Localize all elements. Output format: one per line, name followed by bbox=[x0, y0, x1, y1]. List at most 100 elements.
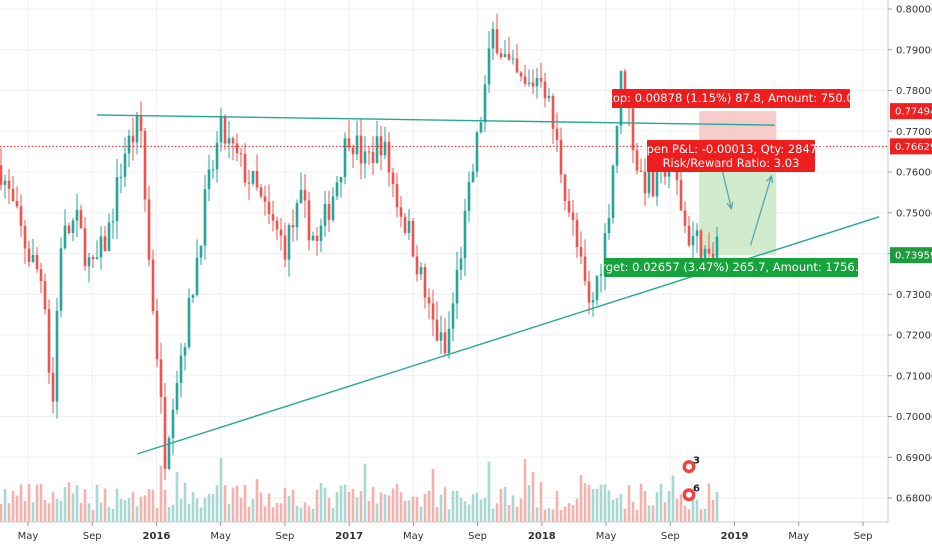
candle-body bbox=[355, 135, 359, 155]
candle-body bbox=[215, 142, 219, 170]
candle-body bbox=[3, 180, 7, 185]
candle-body bbox=[183, 347, 187, 356]
volume-bar bbox=[655, 492, 659, 522]
candle-body bbox=[39, 269, 43, 281]
candle-body bbox=[603, 233, 607, 275]
candle-body bbox=[691, 236, 695, 246]
candle-body bbox=[239, 153, 243, 155]
candle-body bbox=[535, 77, 539, 87]
candle-body bbox=[191, 295, 195, 298]
stop-label-bg bbox=[612, 89, 850, 108]
volume-bar bbox=[319, 482, 323, 522]
volume-bar bbox=[47, 503, 51, 522]
volume-bar bbox=[583, 483, 587, 522]
volume-bar bbox=[23, 500, 27, 522]
candle-body bbox=[307, 200, 311, 241]
candle-body bbox=[707, 248, 711, 254]
candle-body bbox=[195, 257, 199, 296]
volume-bar bbox=[471, 494, 475, 522]
candle-body bbox=[139, 115, 143, 131]
stop-label[interactable]: Stop: 0.00878 (1.15%) 87.8, Amount: 750.… bbox=[601, 89, 861, 108]
candle-body bbox=[559, 139, 563, 175]
candle-body bbox=[479, 122, 483, 133]
time-axis[interactable]: May Sep 2016 May Sep 2017 May Sep 2018 May Sep 2019… bbox=[0, 521, 932, 550]
volume-bar bbox=[563, 506, 567, 522]
volume-bar bbox=[223, 485, 227, 522]
candle-body bbox=[119, 176, 123, 178]
volume-bar bbox=[351, 488, 355, 522]
volume-bar bbox=[263, 506, 267, 522]
candle-body bbox=[67, 225, 71, 234]
event-markers[interactable]: 36 bbox=[682, 456, 701, 502]
candle-body bbox=[299, 190, 303, 204]
pnl-label[interactable]: Open P&L: -0.00013, Qty: 28473Risk/Rewar… bbox=[638, 140, 825, 172]
pnl-label-bg bbox=[647, 140, 815, 172]
volume-bar bbox=[663, 502, 667, 522]
volume-bar bbox=[455, 490, 459, 522]
event-icon-inner bbox=[686, 491, 692, 498]
candle-body bbox=[179, 355, 183, 384]
economic-event-marker[interactable]: 6 bbox=[682, 484, 701, 502]
candle-body bbox=[223, 115, 227, 144]
price-badge[interactable]: 0.73959 bbox=[890, 247, 932, 264]
volume-bar bbox=[659, 483, 663, 522]
candle-body bbox=[495, 29, 499, 54]
volume-bar bbox=[275, 502, 279, 522]
volume-bar bbox=[579, 474, 583, 522]
volume-bar bbox=[95, 484, 99, 522]
resistance-trend-line[interactable] bbox=[97, 114, 775, 126]
price-badge[interactable]: 0.76629 bbox=[890, 138, 932, 155]
time-tick-label: 2017 bbox=[335, 531, 363, 542]
candle-body bbox=[711, 253, 715, 258]
volume-bar bbox=[171, 504, 175, 522]
candle-body bbox=[55, 310, 59, 402]
arrow-head bbox=[726, 201, 734, 211]
candle-body bbox=[207, 169, 211, 190]
volume-bar bbox=[375, 503, 379, 522]
projection-arrow[interactable] bbox=[749, 175, 773, 246]
candle-body bbox=[427, 297, 431, 304]
trend-lines[interactable] bbox=[97, 114, 880, 455]
candle-body bbox=[83, 228, 87, 267]
candle-body bbox=[59, 248, 63, 311]
volume-bar bbox=[611, 499, 615, 522]
projection-arrow[interactable] bbox=[721, 167, 732, 209]
volume-bar bbox=[623, 508, 627, 522]
pnl-label-text: Open P&L: -0.00013, Qty: 28473 bbox=[638, 142, 825, 156]
volume-bar bbox=[79, 503, 83, 522]
volume-bar bbox=[75, 485, 79, 522]
candle-body bbox=[655, 170, 659, 197]
volume-bar bbox=[183, 482, 187, 522]
volume-bar bbox=[283, 487, 287, 522]
position-zones[interactable] bbox=[699, 111, 777, 256]
price-badge[interactable]: 0.77494 bbox=[890, 103, 932, 120]
volume-bar bbox=[523, 458, 527, 522]
volume-bar bbox=[63, 487, 67, 522]
volume-bar bbox=[715, 492, 719, 522]
target-label[interactable]: Target: 0.02657 (3.47%) 265.7, Amount: 1… bbox=[588, 258, 873, 277]
candle-body bbox=[391, 172, 395, 185]
volume-bar bbox=[199, 507, 203, 522]
support-trend-line[interactable] bbox=[136, 216, 880, 455]
time-tick-label: 2016 bbox=[143, 531, 171, 542]
position-overlay[interactable]: Stop: 0.00878 (1.15%) 87.8, Amount: 750.… bbox=[0, 89, 888, 277]
volume-bar bbox=[479, 499, 483, 522]
volume-bar bbox=[31, 502, 35, 522]
volume-bar bbox=[671, 475, 675, 522]
volume-bar bbox=[239, 497, 243, 522]
candle-body bbox=[375, 136, 379, 163]
volume-bar bbox=[315, 489, 319, 522]
volume-bar bbox=[403, 500, 407, 522]
candle-body bbox=[251, 170, 255, 184]
candle-body bbox=[379, 136, 383, 156]
candle-body bbox=[499, 53, 503, 58]
candle-body bbox=[639, 170, 643, 172]
candle-body bbox=[71, 220, 75, 234]
candle-body bbox=[459, 258, 463, 270]
volume-bar bbox=[99, 502, 103, 522]
economic-event-marker[interactable]: 3 bbox=[682, 456, 701, 474]
candle-body bbox=[47, 309, 51, 373]
